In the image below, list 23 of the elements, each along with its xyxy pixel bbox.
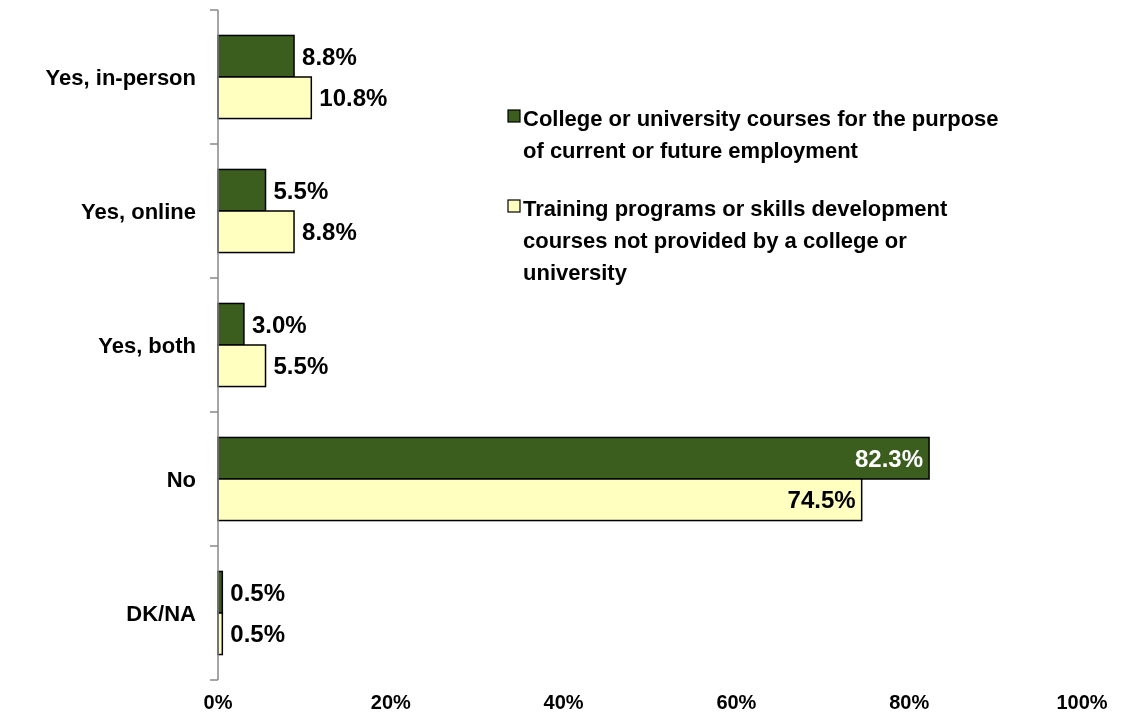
y-tick-label: Yes, online xyxy=(81,198,196,224)
data-label: 82.3% xyxy=(855,444,924,472)
y-tick-label: Yes, in-person xyxy=(45,64,196,90)
x-tick-label: 60% xyxy=(716,691,757,713)
data-label: 5.5% xyxy=(273,352,329,380)
x-tick-label: 0% xyxy=(203,691,233,713)
data-label: 0.5% xyxy=(230,578,286,606)
x-tick-label: 100% xyxy=(1056,691,1108,713)
x-tick-label: 20% xyxy=(370,691,412,713)
x-tick-label: 40% xyxy=(543,691,584,713)
data-label: 74.5% xyxy=(787,486,856,514)
data-label: 0.5% xyxy=(230,620,286,648)
y-tick-label: DK/NA xyxy=(126,600,197,626)
y-tick-label: Yes, both xyxy=(98,332,196,358)
x-tick-label: 80% xyxy=(889,691,930,713)
legend-label: Training programs or skills development courses not provided by a college or university xyxy=(523,195,948,285)
data-label: 3.0% xyxy=(251,310,307,338)
data-label: 10.8% xyxy=(319,84,388,112)
legend-label: College or university courses for the purpose of current or future employment xyxy=(523,105,999,163)
data-label: 5.5% xyxy=(273,176,329,204)
data-label: 8.8% xyxy=(302,42,357,70)
y-tick-label: No xyxy=(166,466,196,492)
data-label: 8.8% xyxy=(302,218,357,246)
